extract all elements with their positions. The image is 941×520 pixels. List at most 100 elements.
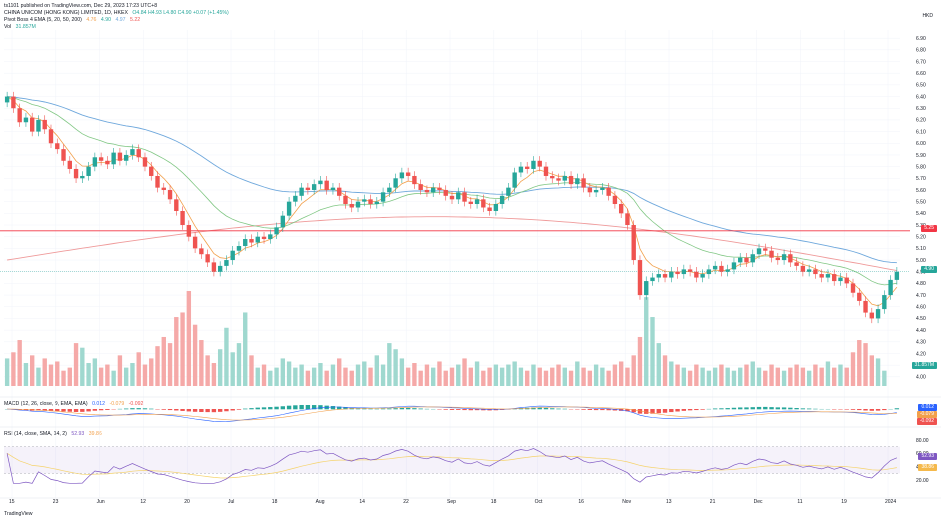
volume-bar [211,363,217,386]
ema-label[interactable]: Pivot Boss 4 EMA (5, 20, 50, 200) [4,17,82,23]
candle-body [781,254,787,261]
candle-body [192,236,198,249]
candle-body [243,239,248,247]
y-tick-label: 6.90 [916,36,926,42]
candle-body [838,277,843,282]
macd-histogram-bar [299,404,304,410]
y-tick-label: 4.60 [916,305,926,311]
candle-body [863,300,868,313]
macd-histogram-bar [556,408,561,410]
volume-bar [318,363,323,386]
candle-body [606,187,611,196]
candle-body [712,265,718,270]
candle-body [380,192,386,202]
ema200-line [7,216,897,272]
x-tick-label: 15 [9,499,15,505]
candle-body [675,271,680,275]
volume-bar [431,367,436,386]
y-tick-label: 4.80 [916,281,926,287]
candle-body [794,262,799,266]
candle-body [123,154,129,161]
macd-histogram-bar [286,405,292,410]
volume-bar [763,370,768,386]
macd-histogram-bar [249,408,254,410]
rsi-ma-value: 39.86 [88,431,102,437]
macd-histogram-bar [744,407,749,410]
volume-bar [349,370,354,386]
candle-body [443,189,448,196]
volume-bar [882,370,887,386]
candle-body [487,207,492,212]
currency-label: HKD [922,13,933,19]
volume-bar [618,361,624,386]
rsi-label[interactable]: RSI (14, close, SMA, 14, 2) [4,431,67,437]
macd-histogram-bar [581,409,586,410]
candle-body [4,96,10,103]
candle-body [763,248,768,251]
y-tick-label: 6.20 [916,118,926,124]
macd-histogram-bar [405,407,411,410]
candle-body [130,149,135,155]
volume-bar [775,367,781,386]
candle-body [418,184,423,190]
candle-body [681,269,687,275]
vol-label[interactable]: Vol [4,24,12,30]
macd-histogram-bar [73,409,79,412]
candle-body [512,172,517,188]
macd-histogram-bar [869,409,874,411]
volume-bar [86,363,91,386]
candle-body [330,187,336,190]
candle-body [23,117,29,123]
volume-bar [694,364,699,386]
candle-body [405,172,411,176]
macd-histogram-bar [531,407,536,410]
macd-histogram-bar [587,409,593,411]
candle-body [92,157,98,167]
macd-histogram-bar [600,409,605,411]
candle-body [819,274,824,278]
candle-body [399,172,405,179]
volume-bar [249,355,254,386]
macd-label[interactable]: MACD (12, 26, close, 9, EMA, EMA) [4,401,88,407]
volume-bar [875,358,881,386]
macd-histogram-bar [205,409,210,413]
volume-bar [506,364,511,386]
ema-legend: Pivot Boss 4 EMA (5, 20, 50, 200) 4.76 4… [4,17,143,24]
macd-histogram-bar [236,409,242,410]
volume-bar [205,355,210,386]
volume-bar [217,349,223,386]
volume-bar [161,336,166,386]
volume-bar [562,367,567,386]
x-tick-label: 18 [272,499,278,505]
volume-bar [17,340,22,386]
volume-bar [531,364,536,386]
macd-histogram-bar [456,409,461,410]
macd-histogram-bar [863,409,868,411]
volume-bar [474,361,480,386]
candle-body [368,199,373,204]
candle-body [355,201,361,208]
candle-body [311,184,317,190]
y-tick-label: 5.40 [916,211,926,217]
y-tick-label: 4.50 [916,316,926,322]
candle-body [155,175,160,188]
candle-body [825,274,831,278]
candle-body [462,192,467,202]
ema20-line [7,96,897,286]
macd-histogram-bar [343,407,348,410]
macd-histogram-bar [662,409,668,413]
candle-body [832,274,837,282]
volume-bar [712,367,718,386]
volume-bar [418,370,423,386]
macd-histogram-bar [274,406,279,410]
volume-bar [387,343,392,386]
macd-histogram-bar [681,409,687,411]
macd-histogram-bar [550,408,555,410]
macd-histogram-bar [443,409,448,410]
volume-bar [487,367,492,386]
candle-body [456,192,461,200]
macd-histogram-bar [781,407,787,410]
symbol-name[interactable]: CHINA UNICOM (HONG KONG) LIMITED, 1D, HK… [4,10,128,16]
volume-bar [424,364,430,386]
